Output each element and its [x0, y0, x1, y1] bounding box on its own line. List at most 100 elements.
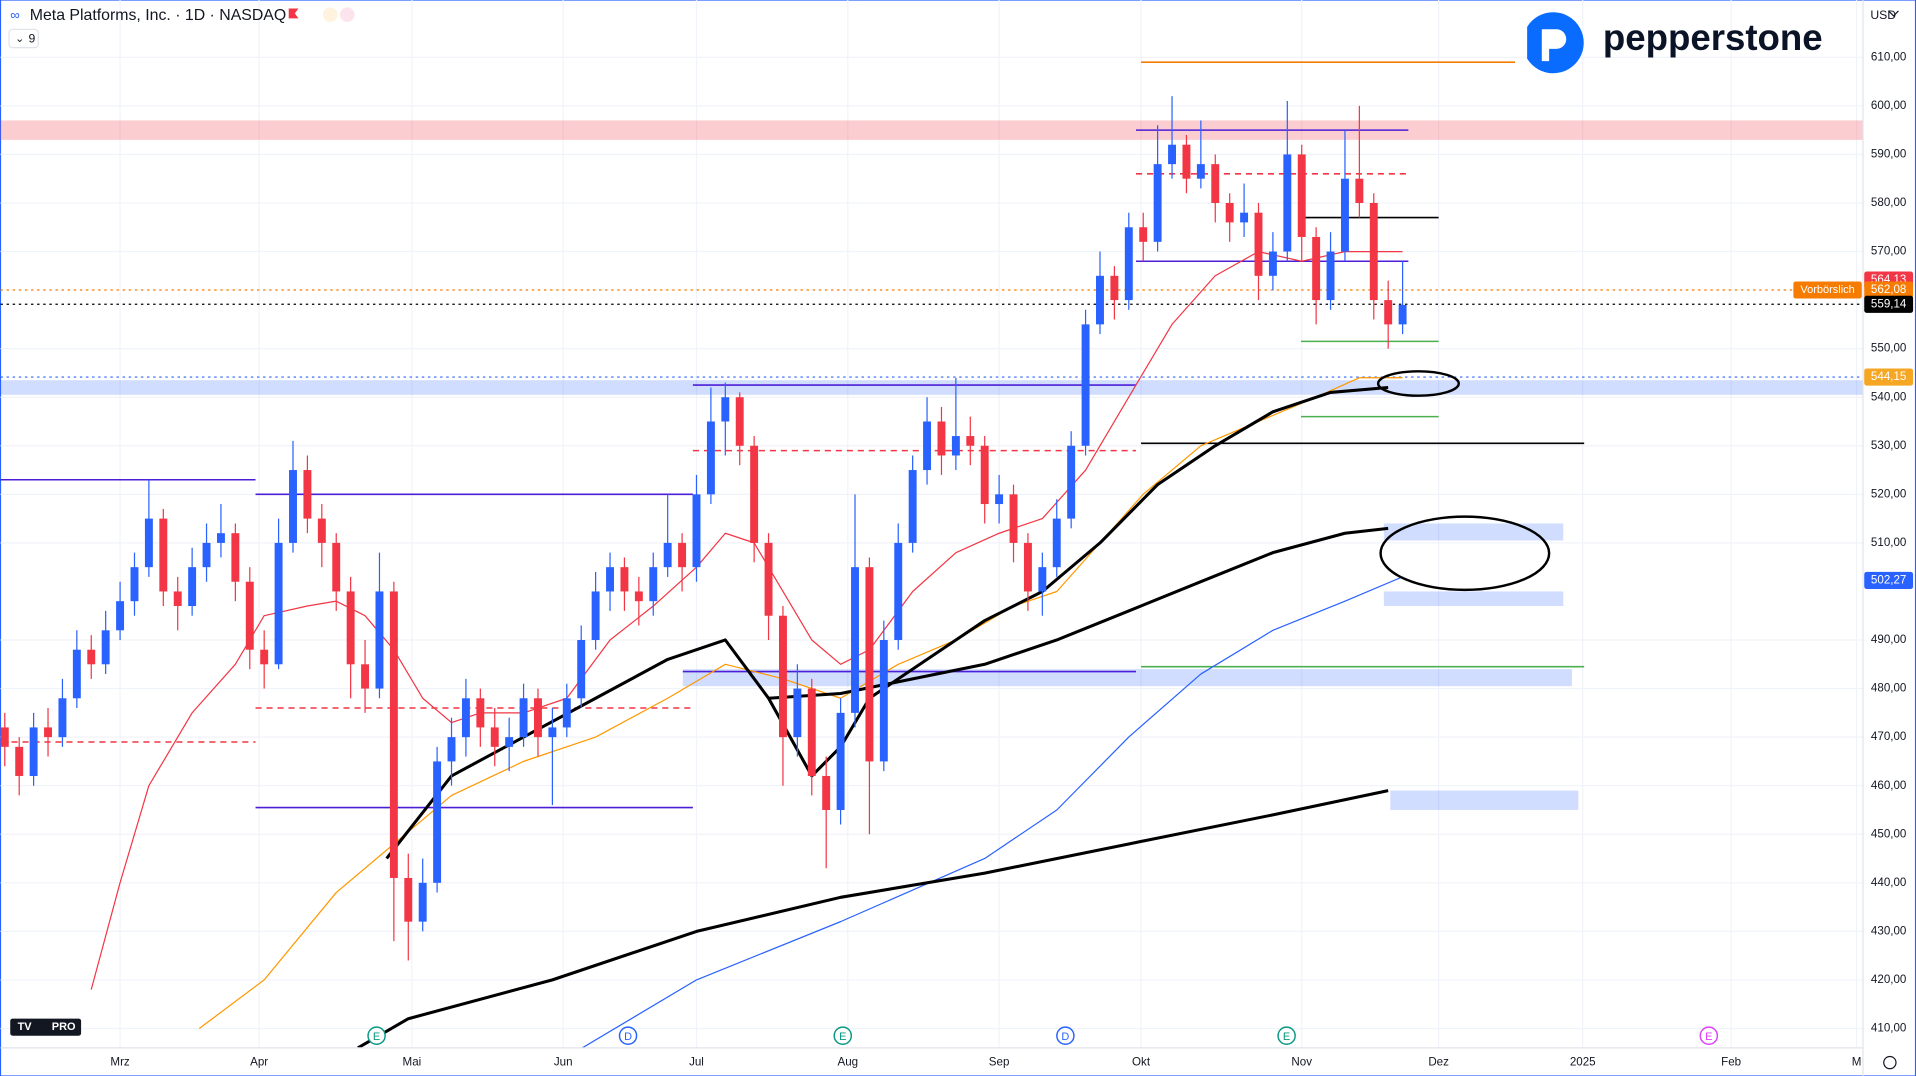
candle-body [1067, 445, 1076, 519]
event-marker [1056, 1026, 1075, 1045]
candle-body [620, 567, 629, 592]
y-tick-label: 540,00 [1871, 390, 1906, 403]
y-tick-label: 570,00 [1871, 245, 1906, 258]
y-tick-label: 550,00 [1871, 342, 1906, 355]
zone [1390, 790, 1579, 810]
candle-body [1369, 202, 1378, 301]
candle-body [447, 737, 456, 762]
price-tag [1864, 571, 1914, 589]
candle-body [375, 591, 384, 689]
candle-body [346, 591, 355, 665]
candle-body [1340, 178, 1349, 252]
y-tick-label: 600,00 [1871, 99, 1906, 112]
currency-arrow [1888, 10, 1899, 17]
y-tick-label: 580,00 [1871, 196, 1906, 209]
candle-body [721, 397, 730, 422]
candle-body [1124, 227, 1133, 301]
candle-body [1081, 324, 1090, 446]
candle-body [505, 737, 514, 747]
event-label: D [1061, 1031, 1069, 1043]
event-label: E [1705, 1031, 1712, 1043]
y-tick-label: 530,00 [1871, 439, 1906, 452]
price-tag-label: 562,08 [1871, 283, 1906, 296]
candle-body [404, 877, 413, 922]
price-tag [1864, 281, 1914, 299]
candle-body [778, 615, 787, 738]
x-tick-label: Mai [403, 1056, 422, 1069]
price-tag-label: 544,15 [1871, 370, 1906, 383]
candle-body [1023, 542, 1032, 592]
indicator-count: 9 [29, 31, 36, 45]
y-tick-label: 610,00 [1871, 50, 1906, 63]
candle-body [663, 542, 672, 568]
candle-body [245, 581, 254, 650]
candle-body [1211, 164, 1220, 203]
premarket-tag [1793, 281, 1862, 299]
event-marker [833, 1026, 853, 1045]
candle-body [87, 649, 96, 665]
ma-line [357, 789, 1389, 1048]
y-tick-label: 420,00 [1871, 973, 1906, 986]
candle-body [750, 445, 759, 543]
x-tick-label: Aug [837, 1056, 858, 1069]
badge-label: PRO [52, 1021, 76, 1033]
price-tag [1864, 368, 1914, 386]
x-tick-label: Nov [1291, 1056, 1312, 1069]
x-tick-label: Okt [1132, 1056, 1151, 1069]
y-tick-label: 450,00 [1871, 827, 1906, 840]
event-marker [1699, 1026, 1719, 1045]
candle-body [289, 470, 297, 543]
flag [288, 8, 299, 19]
ma-line [768, 526, 1389, 700]
candle-body [548, 727, 557, 738]
candle-body [879, 640, 888, 762]
candle-body [116, 601, 125, 631]
candle-body [519, 698, 528, 738]
candle-body [1254, 212, 1263, 276]
candle-body [606, 567, 614, 592]
candle-body [980, 445, 989, 505]
y-tick-label: 470,00 [1871, 730, 1906, 743]
x-tick-label: Mrz [110, 1056, 130, 1069]
candle-body [361, 664, 370, 689]
session-icon [340, 7, 355, 22]
price-tag-label: 502,27 [1871, 573, 1906, 586]
candle-body [1297, 154, 1306, 237]
candle-body [995, 494, 1004, 505]
candle-body [1009, 494, 1018, 543]
event-marker [367, 1026, 386, 1045]
y-tick-label: 480,00 [1871, 682, 1906, 695]
settings[interactable] [1883, 1055, 1897, 1070]
candle-body [202, 542, 211, 568]
zone [0, 120, 1864, 140]
candle-body [44, 727, 52, 738]
y-tick-label: 460,00 [1871, 779, 1906, 792]
candle-body [159, 518, 168, 592]
x-tick-label: Dez [1428, 1056, 1449, 1069]
candle-body [937, 421, 946, 456]
ma-line [90, 250, 1403, 990]
event-label: E [1283, 1031, 1290, 1043]
candle-body [260, 649, 269, 665]
candle-body [418, 882, 427, 922]
y-tick-label: 440,00 [1871, 876, 1906, 889]
y-tick-label: 430,00 [1871, 924, 1906, 937]
event-marker [618, 1026, 638, 1045]
candle-body [577, 640, 586, 699]
x-tick-label: Sep [989, 1056, 1010, 1069]
toggle-arrow: ⌄ [15, 33, 24, 45]
annotation-ellipse [1376, 370, 1460, 397]
candle-body [389, 591, 398, 878]
candle-body [1268, 251, 1277, 276]
candle-body [966, 436, 975, 446]
candle-body [1225, 202, 1234, 223]
candle-body [1168, 144, 1176, 165]
candle-body [1038, 567, 1047, 592]
candle-body [461, 698, 470, 738]
candle-body [649, 567, 658, 602]
axes: 610,00 600,00 590,00 580,00 570,00 550,00 540,… [110, 50, 1914, 1069]
indicator-toggle[interactable] [8, 28, 39, 49]
